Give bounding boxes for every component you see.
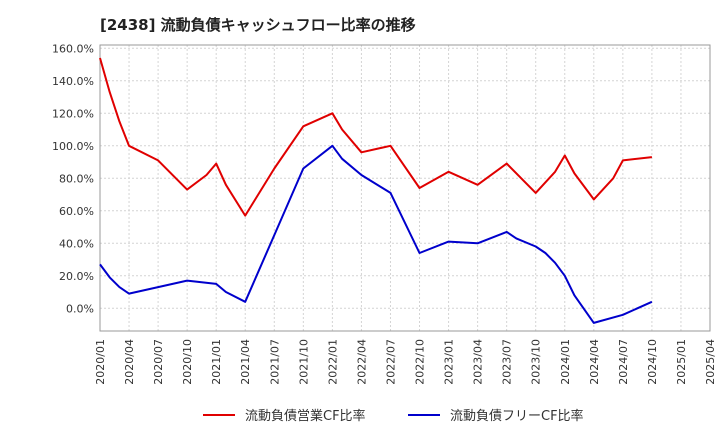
- y-tick-label: 60.0%: [59, 205, 94, 218]
- y-tick-label: 80.0%: [59, 172, 94, 185]
- y-tick-label: 120.0%: [52, 107, 94, 120]
- x-tick-label: 2021/04: [239, 339, 252, 385]
- x-tick-label: 2024/04: [588, 339, 601, 385]
- x-tick-label: 2020/07: [152, 339, 165, 385]
- x-tick-label: 2020/04: [123, 339, 136, 385]
- series-line-1: [99, 57, 653, 217]
- x-tick-label: 2022/01: [326, 339, 339, 385]
- x-tick-label: 2020/10: [181, 339, 194, 385]
- x-tick-label: 2022/07: [384, 339, 397, 385]
- legend-label-2: 流動負債フリーCF比率: [450, 408, 584, 424]
- x-tick-label: 2021/10: [297, 339, 310, 385]
- chart-title: [2438] 流動負債キャッシュフロー比率の推移: [100, 16, 416, 34]
- x-tick-label: 2022/04: [355, 339, 368, 385]
- legend-label-1: 流動負債営業CF比率: [245, 408, 366, 424]
- x-tick-label: 2023/10: [530, 339, 543, 385]
- y-tick-label: 140.0%: [52, 75, 94, 88]
- x-tick-label: 2024/10: [646, 339, 659, 385]
- x-tick-label: 2023/07: [501, 339, 514, 385]
- x-tick-label: 2022/10: [414, 339, 427, 385]
- x-tick-label: 2024/01: [559, 339, 572, 385]
- x-tick-label: 2024/07: [617, 339, 630, 385]
- x-tick-label: 2025/04: [704, 339, 717, 385]
- x-tick-label: 2023/04: [472, 339, 485, 385]
- x-tick-label: 2021/01: [210, 339, 223, 385]
- series-line-2: [99, 144, 653, 324]
- y-tick-label: 0.0%: [66, 302, 94, 315]
- x-tick-label: 2025/01: [675, 339, 688, 385]
- y-tick-label: 20.0%: [59, 270, 94, 283]
- plot-area-border: [99, 44, 711, 332]
- x-tick-label: 2020/01: [94, 339, 107, 385]
- x-tick-label: 2023/01: [443, 339, 456, 385]
- y-tick-label: 100.0%: [52, 140, 94, 153]
- y-tick-label: 160.0%: [52, 42, 94, 55]
- y-tick-label: 40.0%: [59, 237, 94, 250]
- x-tick-label: 2021/07: [268, 339, 281, 385]
